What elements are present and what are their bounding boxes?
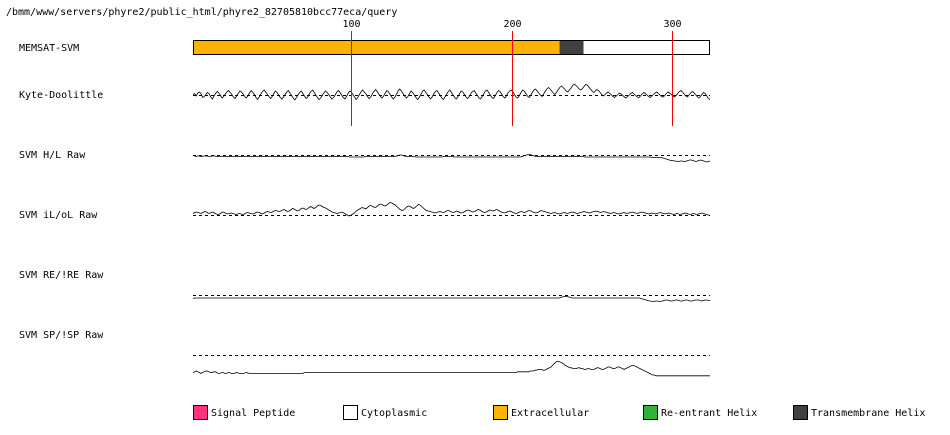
svm-re-track xyxy=(192,295,710,302)
job-path-title: /bmm/www/servers/phyre2/public_html/phyr… xyxy=(6,7,397,18)
svm-re-track-label: SVM RE/!RE Raw xyxy=(19,270,104,281)
memsat-segment-cytoplasmic xyxy=(583,40,710,55)
memsat-track-label: MEMSAT-SVM xyxy=(19,43,79,54)
position-tick-label-100: 100 xyxy=(342,19,360,30)
kyte-series-line xyxy=(192,83,711,101)
legend-label-signal-peptide: Signal Peptide xyxy=(211,408,295,419)
position-tick-label-200: 200 xyxy=(503,19,521,30)
svm-sp-track xyxy=(192,355,710,377)
svm-ilol-track xyxy=(192,202,711,217)
kyte-doolittle-track xyxy=(192,83,711,101)
legend-swatch-signal-peptide xyxy=(193,405,208,420)
sp-series-line xyxy=(192,360,710,377)
legend-swatch-transmembrane-helix xyxy=(793,405,808,420)
memsat-bar-frame xyxy=(193,40,710,55)
legend-swatch-extracellular xyxy=(493,405,508,420)
position-ticks: 100 200 300 xyxy=(342,19,682,126)
re-series-line xyxy=(192,296,710,302)
legend-swatch-re-entrant-helix xyxy=(643,405,658,420)
legend: Signal Peptide Cytoplasmic Extracellular Re… xyxy=(193,405,925,420)
memsat-segment-transmembrane-helix xyxy=(559,40,584,55)
svm-hl-track-label: SVM H/L Raw xyxy=(19,150,86,161)
legend-label-extracellular: Extracellular xyxy=(511,408,589,419)
svm-ilol-track-label: SVM iL/oL Raw xyxy=(19,210,98,221)
legend-label-transmembrane-helix: Transmembrane Helix xyxy=(811,408,925,419)
memsat-topology-bar xyxy=(193,40,710,55)
memsat-segment-extracellular xyxy=(193,40,560,55)
svm-hl-track xyxy=(192,154,711,163)
legend-swatch-cytoplasmic xyxy=(343,405,358,420)
kyte-doolittle-track-label: Kyte-Doolittle xyxy=(19,90,103,101)
legend-label-re-entrant-helix: Re-entrant Helix xyxy=(661,408,757,419)
position-tick-label-300: 300 xyxy=(663,19,681,30)
legend-label-cytoplasmic: Cytoplasmic xyxy=(361,408,427,419)
hl-series-line xyxy=(192,154,711,163)
ilol-series-line xyxy=(192,202,711,217)
svm-sp-track-label: SVM SP/!SP Raw xyxy=(19,330,104,341)
